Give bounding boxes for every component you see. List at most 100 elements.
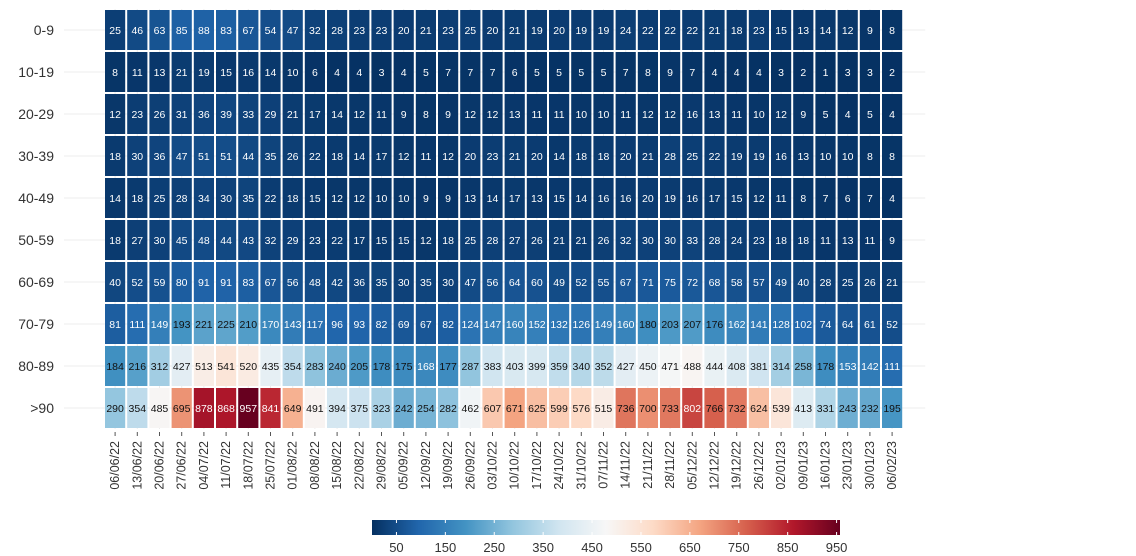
cell-value-label: 35 [376, 277, 388, 289]
heatmap-cell [748, 388, 769, 428]
heatmap-cell [105, 346, 126, 386]
heatmap-cell [149, 346, 170, 386]
heatmap-cell [793, 52, 814, 92]
cell-value-label: 4 [756, 67, 762, 79]
cell-value-label: 625 [528, 403, 546, 415]
cell-value-label: 6 [512, 67, 518, 79]
cell-value-label: 283 [306, 361, 324, 373]
heatmap-cell [837, 94, 858, 134]
cell-value-label: 132 [550, 319, 568, 331]
cell-value-label: 22 [642, 25, 654, 37]
heatmap-cell [526, 94, 547, 134]
cell-value-label: 9 [667, 67, 673, 79]
heatmap-cell [593, 10, 614, 50]
cell-value-label: 4 [401, 67, 407, 79]
cell-value-label: 20 [464, 151, 476, 163]
cell-value-label: 254 [417, 403, 435, 415]
cell-value-label: 10 [598, 109, 610, 121]
cell-value-label: 282 [439, 403, 457, 415]
heatmap-cell [460, 52, 481, 92]
cell-value-label: 44 [220, 235, 232, 247]
cell-value-label: 52 [886, 319, 898, 331]
heatmap-cell [393, 178, 414, 218]
heatmap-cell [682, 52, 703, 92]
heatmap-cell [482, 94, 503, 134]
cell-value-label: 1 [823, 67, 829, 79]
heatmap-cell [304, 304, 325, 344]
y-axis-labels: 0-9 10-19 20-29 30-39 40-49 50-59 60-69 70-79 80… [18, 22, 54, 416]
heatmap-cell [327, 262, 348, 302]
cell-value-label: 12 [442, 151, 454, 163]
cell-value-label: 82 [376, 319, 388, 331]
heatmap-cell [859, 262, 880, 302]
heatmap-cell [682, 10, 703, 50]
cell-value-label: 26 [598, 235, 610, 247]
cell-value-label: 375 [351, 403, 369, 415]
cell-value-label: 21 [509, 151, 521, 163]
cell-value-label: 30 [442, 277, 454, 289]
colorbar [372, 520, 840, 535]
heatmap-cell [460, 10, 481, 50]
heatmap-cell [216, 136, 237, 176]
heatmap-cell [593, 136, 614, 176]
x-tick-label: 24/10/22 [552, 441, 566, 490]
cell-value-label: 47 [464, 277, 476, 289]
cell-value-label: 36 [154, 151, 166, 163]
cell-value-label: 18 [775, 235, 787, 247]
cell-value-label: 28 [820, 277, 832, 289]
heatmap-cell [127, 346, 148, 386]
heatmap-cell [704, 94, 725, 134]
cell-value-label: 14 [553, 151, 565, 163]
heatmap-cell [793, 10, 814, 50]
heatmap-cell [127, 304, 148, 344]
heatmap-cell [704, 10, 725, 50]
heatmap-cell [660, 136, 681, 176]
heatmap-cell [815, 178, 836, 218]
heatmap-cell [793, 262, 814, 302]
cell-value-label: 72 [686, 277, 698, 289]
cell-value-label: 14 [575, 193, 587, 205]
heatmap-cell [748, 178, 769, 218]
heatmap-cell [327, 220, 348, 260]
heatmap-cell [238, 220, 259, 260]
cell-value-label: 6 [312, 67, 318, 79]
heatmap-cell [793, 304, 814, 344]
heatmap-cell [460, 136, 481, 176]
heatmap-cell [615, 220, 636, 260]
cell-value-label: 25 [464, 235, 476, 247]
heatmap-cell [815, 10, 836, 50]
heatmap-cell [637, 262, 658, 302]
heatmap-cell [882, 178, 903, 218]
heatmap-cell [415, 262, 436, 302]
heatmap-cell [193, 304, 214, 344]
cell-value-label: 10 [842, 151, 854, 163]
heatmap-cell [149, 262, 170, 302]
cell-value-label: 160 [506, 319, 524, 331]
cell-value-label: 83 [220, 25, 232, 37]
cell-value-label: 18 [287, 193, 299, 205]
heatmap-cell [105, 94, 126, 134]
cell-value-label: 381 [750, 361, 768, 373]
cell-value-label: 394 [328, 403, 346, 415]
cell-value-label: 14 [331, 109, 343, 121]
cell-value-label: 17 [509, 193, 521, 205]
heatmap-cell [859, 346, 880, 386]
cell-value-label: 175 [395, 361, 413, 373]
x-tick-label: 18/07/22 [241, 441, 255, 490]
heatmap-cell [304, 52, 325, 92]
cell-value-label: 16 [686, 193, 698, 205]
y-tick-label: 20-29 [18, 106, 54, 122]
cell-value-label: 22 [664, 25, 676, 37]
cell-value-label: 23 [753, 25, 765, 37]
cell-value-label: 10 [398, 193, 410, 205]
heatmap-cell [171, 178, 192, 218]
cell-value-label: 23 [753, 235, 765, 247]
heatmap-cell [127, 52, 148, 92]
cell-value-label: 12 [753, 193, 765, 205]
cell-value-label: 40 [109, 277, 121, 289]
heatmap-cell [371, 94, 392, 134]
heatmap-cell [882, 136, 903, 176]
cell-value-label: 75 [664, 277, 676, 289]
heatmap-cell [859, 136, 880, 176]
cell-value-label: 35 [265, 151, 277, 163]
